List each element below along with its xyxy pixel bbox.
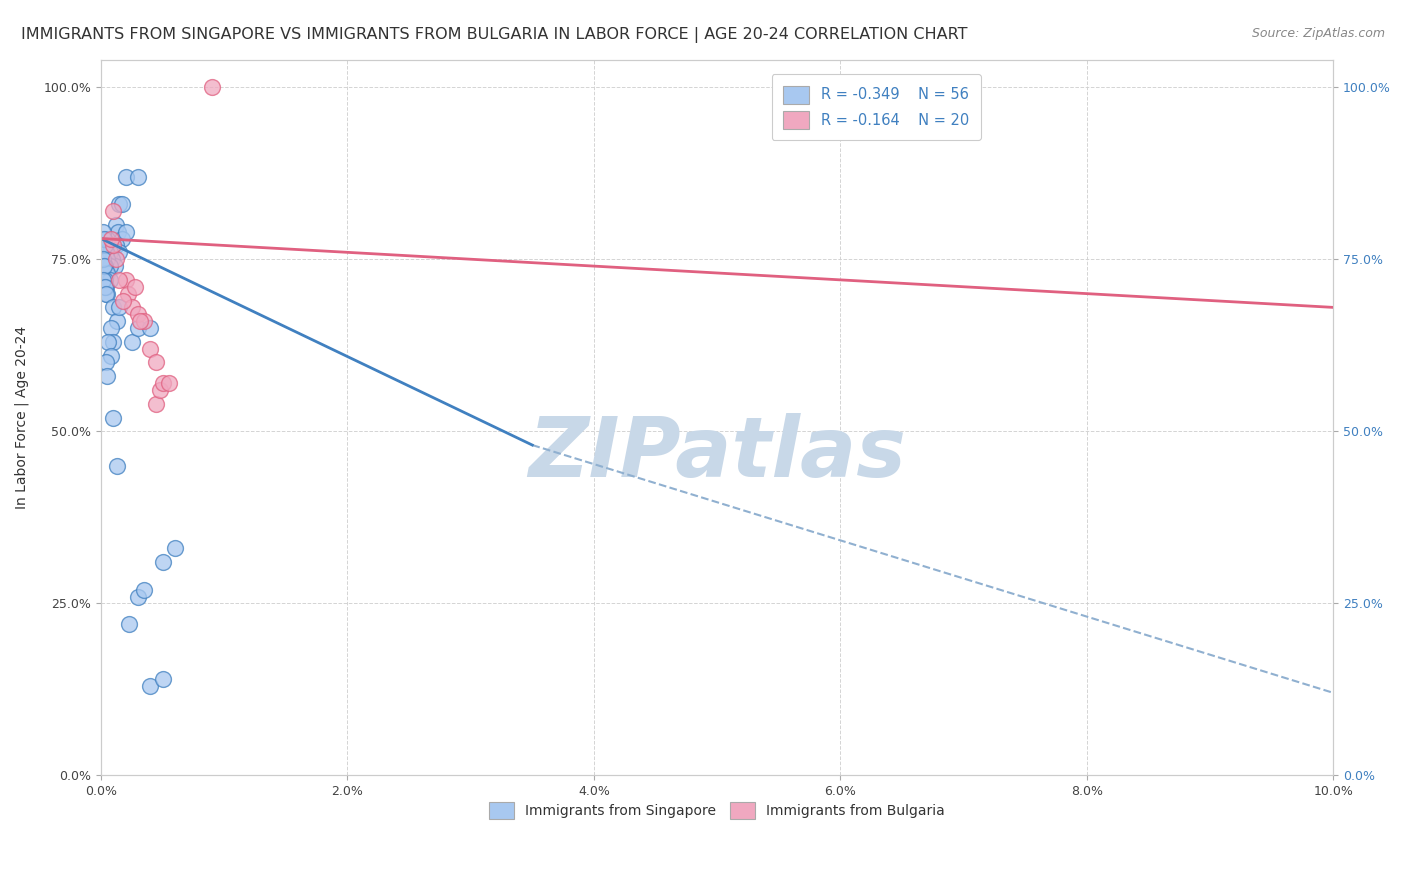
Point — [98, 259, 121, 273]
Point — [112, 293, 135, 308]
Point — [117, 286, 139, 301]
Point — [107, 225, 129, 239]
Point — [103, 301, 125, 315]
Point — [94, 245, 117, 260]
Point — [139, 321, 162, 335]
Point — [93, 259, 115, 273]
Point — [108, 245, 131, 260]
Point — [114, 273, 136, 287]
Point — [145, 355, 167, 369]
Point — [104, 252, 127, 267]
Point — [96, 266, 118, 280]
Point — [127, 321, 149, 335]
Point — [101, 252, 124, 267]
Point — [100, 321, 122, 335]
Point — [103, 334, 125, 349]
Point — [149, 383, 172, 397]
Point — [108, 301, 131, 315]
Point — [127, 307, 149, 321]
Point — [96, 252, 118, 267]
Y-axis label: In Labor Force | Age 20-24: In Labor Force | Age 20-24 — [15, 326, 30, 509]
Point — [127, 590, 149, 604]
Point — [145, 397, 167, 411]
Text: IMMIGRANTS FROM SINGAPORE VS IMMIGRANTS FROM BULGARIA IN LABOR FORCE | AGE 20-24: IMMIGRANTS FROM SINGAPORE VS IMMIGRANTS … — [21, 27, 967, 43]
Point — [108, 273, 131, 287]
Point — [157, 376, 180, 391]
Point — [93, 273, 115, 287]
Point — [96, 231, 118, 245]
Legend: Immigrants from Singapore, Immigrants from Bulgaria: Immigrants from Singapore, Immigrants fr… — [482, 795, 952, 826]
Point — [96, 369, 118, 384]
Point — [103, 259, 125, 273]
Point — [152, 672, 174, 686]
Point — [93, 252, 115, 267]
Point — [93, 279, 115, 293]
Point — [93, 259, 115, 273]
Point — [139, 679, 162, 693]
Point — [98, 245, 121, 260]
Point — [103, 238, 125, 252]
Point — [105, 458, 128, 473]
Point — [94, 355, 117, 369]
Point — [163, 541, 186, 556]
Point — [111, 231, 134, 245]
Point — [139, 342, 162, 356]
Point — [94, 286, 117, 301]
Point — [98, 273, 121, 287]
Point — [118, 617, 141, 632]
Point — [129, 314, 152, 328]
Point — [93, 225, 115, 239]
Point — [108, 197, 131, 211]
Point — [127, 169, 149, 184]
Point — [105, 314, 128, 328]
Point — [93, 231, 115, 245]
Point — [104, 218, 127, 232]
Point — [103, 410, 125, 425]
Point — [152, 376, 174, 391]
Point — [103, 238, 125, 252]
Point — [96, 286, 118, 301]
Point — [93, 273, 115, 287]
Point — [111, 197, 134, 211]
Point — [124, 279, 146, 293]
Point — [100, 349, 122, 363]
Point — [201, 80, 224, 95]
Point — [134, 314, 156, 328]
Point — [114, 169, 136, 184]
Point — [94, 279, 117, 293]
Point — [152, 555, 174, 569]
Point — [100, 238, 122, 252]
Text: Source: ZipAtlas.com: Source: ZipAtlas.com — [1251, 27, 1385, 40]
Point — [97, 334, 120, 349]
Point — [94, 266, 117, 280]
Point — [100, 231, 122, 245]
Point — [103, 204, 125, 219]
Point — [134, 582, 156, 597]
Point — [114, 225, 136, 239]
Point — [121, 334, 143, 349]
Point — [93, 238, 115, 252]
Point — [104, 238, 127, 252]
Point — [121, 301, 143, 315]
Text: ZIPatlas: ZIPatlas — [529, 413, 905, 494]
